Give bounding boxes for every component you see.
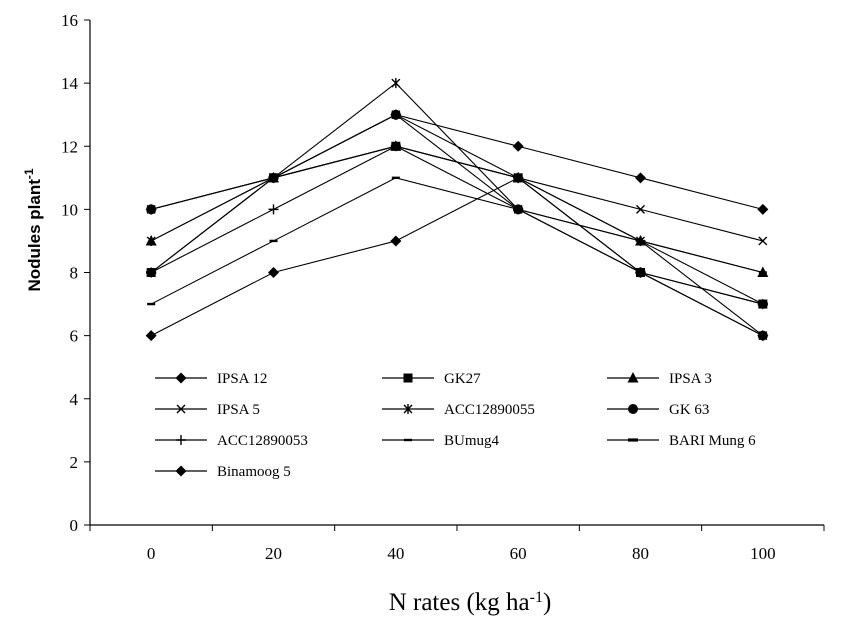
legend-label: Binamoog 5: [217, 464, 291, 480]
data-point: [390, 235, 402, 247]
data-point: [635, 267, 646, 278]
x-tick-label: 40: [387, 544, 404, 563]
legend-label: GK27: [444, 371, 481, 387]
data-point: [757, 203, 769, 215]
data-point: [513, 207, 524, 211]
series-2: [146, 141, 768, 309]
legend-marker: [175, 372, 187, 384]
x-axis-label: N rates (kg ha-1): [389, 589, 552, 617]
y-tick-label: 6: [70, 327, 79, 346]
series-3: [145, 140, 769, 277]
y-tick-label: 2: [70, 453, 79, 472]
data-point: [391, 78, 401, 89]
data-point: [390, 144, 401, 148]
legend-item: BARI Mung 6: [607, 433, 756, 449]
x-tick-label: 100: [750, 544, 776, 563]
y-tick-label: 0: [70, 516, 79, 535]
axes: 0 2 4 6 8 10 12 14 16 0 20 40 60 80 100: [61, 11, 825, 563]
data-point: [391, 176, 400, 180]
series-line: [150, 177, 764, 337]
y-tick-label: 16: [61, 11, 78, 30]
series-6: [146, 109, 768, 341]
y-tick-label: 14: [61, 74, 79, 93]
legend-item: ACC12890053: [155, 433, 308, 449]
data-point: [512, 172, 524, 184]
data-point: [512, 140, 524, 152]
data-point: [146, 270, 157, 275]
y-tick-label: 12: [61, 137, 78, 156]
legend-item: GK27: [382, 371, 481, 387]
series-line: [150, 177, 763, 305]
data-point: [145, 330, 157, 342]
series-line: [150, 145, 763, 305]
legend-label: ACC12890053: [217, 433, 308, 449]
legend-marker: [176, 435, 186, 445]
legend-item: Binamoog 5: [155, 464, 291, 480]
legend-item: ACC12890055: [382, 402, 535, 418]
legend-item: BUmug4: [382, 433, 500, 449]
data-point: [636, 239, 645, 243]
legend-label: GK 63: [669, 402, 709, 418]
legend-item: IPSA 5: [155, 402, 260, 418]
x-tick-label: 60: [510, 544, 527, 563]
y-axis-label: Nodules plant-1: [22, 168, 44, 291]
data-point: [758, 236, 768, 246]
series-line: [150, 82, 764, 337]
data-point: [146, 235, 156, 246]
legend-marker: [628, 438, 638, 442]
data-point: [268, 176, 279, 180]
plot-area: [145, 78, 769, 342]
legend-item: IPSA 12: [155, 371, 267, 387]
series-10: [145, 172, 769, 342]
legend-label: BUmug4: [444, 433, 500, 449]
legend-label: IPSA 12: [217, 371, 267, 387]
legend-marker: [627, 372, 639, 383]
legend-marker: [404, 438, 412, 442]
legend-marker: [176, 404, 186, 414]
x-tick-label: 80: [632, 544, 649, 563]
legend-label: IPSA 3: [669, 371, 712, 387]
data-point: [147, 302, 156, 306]
series-line: [150, 145, 764, 305]
data-point: [757, 330, 769, 342]
legend-item: GK 63: [607, 402, 709, 418]
legend-marker: [403, 404, 413, 414]
data-point: [636, 204, 645, 214]
y-tick-label: 4: [70, 390, 79, 409]
series-7: [146, 141, 768, 310]
legend-marker: [628, 404, 638, 414]
legend-item: IPSA 3: [607, 371, 712, 387]
legend-label: IPSA 5: [217, 402, 260, 418]
data-point: [268, 267, 279, 278]
y-tick-label: 8: [70, 264, 79, 283]
data-point: [635, 172, 646, 184]
legend-marker: [403, 373, 413, 383]
legend: IPSA 12 GK27 IPSA 3 IPSA 5 ACC12890055 GK 63 A…: [155, 371, 756, 480]
x-tick-label: 0: [147, 544, 156, 563]
data-point: [757, 302, 768, 306]
legend-label: ACC12890055: [444, 402, 535, 418]
data-point: [146, 204, 157, 215]
data-point: [268, 204, 279, 215]
x-tick-label: 20: [265, 544, 282, 563]
data-point: [390, 109, 401, 120]
series-9: [146, 144, 768, 306]
data-point: [758, 271, 767, 274]
legend-label: BARI Mung 6: [669, 433, 756, 449]
data-point: [269, 239, 278, 243]
y-tick-label: 10: [61, 200, 78, 219]
series-8: [147, 176, 767, 306]
legend-marker: [175, 465, 187, 477]
